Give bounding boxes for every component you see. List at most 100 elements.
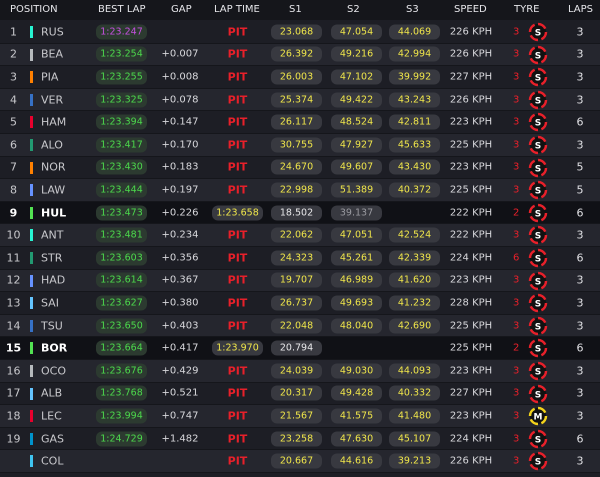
- sector-time: 49.607: [331, 159, 382, 175]
- sector-time: 45.107: [389, 431, 440, 447]
- driver-row: 10 ANT 1:23.481 +0.234 PIT 22.062 47.051 42.524…: [0, 224, 600, 247]
- laps: 3: [576, 138, 584, 152]
- best-lap: 1:23.394: [96, 114, 147, 130]
- sector-time: 49.216: [331, 46, 382, 62]
- tyre-icon: S: [528, 67, 548, 87]
- speed: 226 KPH: [449, 455, 493, 467]
- laps: 3: [576, 386, 584, 400]
- position: 7: [10, 160, 17, 174]
- sector-time: 30.755: [271, 137, 322, 153]
- tyre-ring: [528, 226, 548, 245]
- best-lap: 1:23.627: [96, 295, 147, 311]
- driver-row: 4 VER 1:23.325 +0.078 PIT 25.374 49.422 43.243 2…: [0, 88, 600, 112]
- gap: +1.482: [161, 433, 199, 445]
- tyre-ring: [528, 67, 548, 87]
- tyre-age: 3: [513, 455, 520, 467]
- tyre-ring: [528, 180, 548, 200]
- driver-row: 2 BEA 1:23.254 +0.007 PIT 26.392 49.216 42.994 2…: [0, 43, 600, 67]
- team-color: [30, 252, 33, 264]
- sector-time: 45.261: [331, 250, 382, 266]
- sector-time: 22.048: [271, 318, 322, 334]
- driver-row: 17 ALB 1:23.768 +0.521 PIT 20.317 49.428 40.332…: [0, 382, 600, 406]
- best-lap: 1:23.417: [96, 137, 147, 153]
- best-lap: 1:23.481: [96, 227, 147, 243]
- best-lap: 1:23.650: [96, 318, 147, 334]
- lap-time: PIT: [227, 25, 248, 39]
- lap-time: 1:23.658: [212, 205, 263, 221]
- lap-time: PIT: [227, 93, 248, 107]
- tyre-ring: [528, 339, 548, 358]
- tyre-icon: S: [528, 90, 548, 110]
- sector-time: 39.137: [331, 205, 382, 221]
- tyre-ring: [528, 406, 548, 426]
- tyre-age: 3: [513, 184, 520, 196]
- driver-row: 13 SAI 1:23.627 +0.380 PIT 26.737 49.693 41.232…: [0, 292, 600, 315]
- sector-time: 20.667: [271, 453, 322, 469]
- laps: 5: [576, 183, 584, 197]
- best-lap: 1:23.430: [96, 159, 147, 175]
- tyre-age: 3: [513, 48, 520, 60]
- sector-time: 42.690: [389, 318, 440, 334]
- laps: 3: [576, 296, 584, 310]
- column-header: LAPS: [568, 4, 594, 15]
- speed: 225 KPH: [449, 184, 493, 196]
- sector-time: 23.068: [271, 24, 322, 40]
- position: 3: [10, 70, 17, 84]
- driver-code: LAW: [41, 183, 66, 197]
- position: 19: [6, 432, 21, 446]
- team-color: [30, 93, 33, 106]
- driver-row: 14 TSU 1:23.650 +0.403 PIT 22.048 48.040 42.690…: [0, 314, 600, 338]
- sector-time: 39.992: [389, 69, 440, 85]
- team-color: [30, 48, 33, 61]
- tyre-compound: S: [535, 458, 541, 468]
- lap-time: PIT: [227, 251, 248, 265]
- driver-code: HAM: [41, 115, 67, 129]
- tyre-compound: S: [535, 322, 541, 332]
- tyre-age: 6: [513, 252, 520, 264]
- sector-time: 21.567: [271, 408, 322, 424]
- tyre-ring: [528, 113, 548, 132]
- gap: +0.078: [161, 94, 199, 106]
- tyre-compound: S: [535, 277, 541, 287]
- driver-code: COL: [41, 454, 64, 468]
- tyre-age: 3: [513, 410, 520, 422]
- speed: 223 KPH: [449, 161, 493, 173]
- best-lap: 1:23.664: [96, 340, 147, 356]
- sector-time: 19.707: [271, 272, 322, 288]
- tyre-age: 3: [513, 116, 520, 128]
- gap: +0.417: [161, 342, 199, 354]
- gap: +0.183: [161, 161, 199, 173]
- driver-code: LEC: [41, 409, 62, 423]
- tyre-icon: S: [528, 226, 548, 245]
- tyre-age: 3: [513, 274, 520, 286]
- tyre-compound: S: [535, 142, 541, 152]
- position: 14: [6, 319, 21, 333]
- speed: 223 KPH: [449, 274, 493, 286]
- team-color: [30, 319, 33, 332]
- gap: +0.521: [161, 387, 199, 399]
- column-header: GAP: [171, 4, 192, 15]
- sector-time: 49.428: [331, 385, 382, 401]
- tyre-ring: [528, 384, 548, 403]
- driver-code: GAS: [41, 432, 65, 446]
- sector-time: 41.575: [331, 408, 382, 424]
- tyre-compound: S: [535, 74, 541, 84]
- gap: +0.747: [161, 410, 199, 422]
- sector-time: 47.927: [331, 137, 382, 153]
- sector-time: 42.811: [389, 114, 440, 130]
- laps: 3: [576, 228, 584, 242]
- team-color: [30, 184, 33, 197]
- laps: 6: [576, 432, 584, 446]
- tyre-age: 3: [513, 433, 520, 445]
- sector-time: 39.213: [389, 453, 440, 469]
- driver-code: OCO: [41, 364, 66, 378]
- team-color: [30, 206, 33, 219]
- gap: +0.147: [161, 116, 199, 128]
- sector-time: 24.323: [271, 250, 322, 266]
- tyre-compound: S: [535, 96, 541, 106]
- laps: 3: [576, 454, 584, 468]
- sector-time: 42.339: [389, 250, 440, 266]
- sector-time: 43.430: [389, 159, 440, 175]
- best-lap: 1:23.325: [96, 92, 147, 108]
